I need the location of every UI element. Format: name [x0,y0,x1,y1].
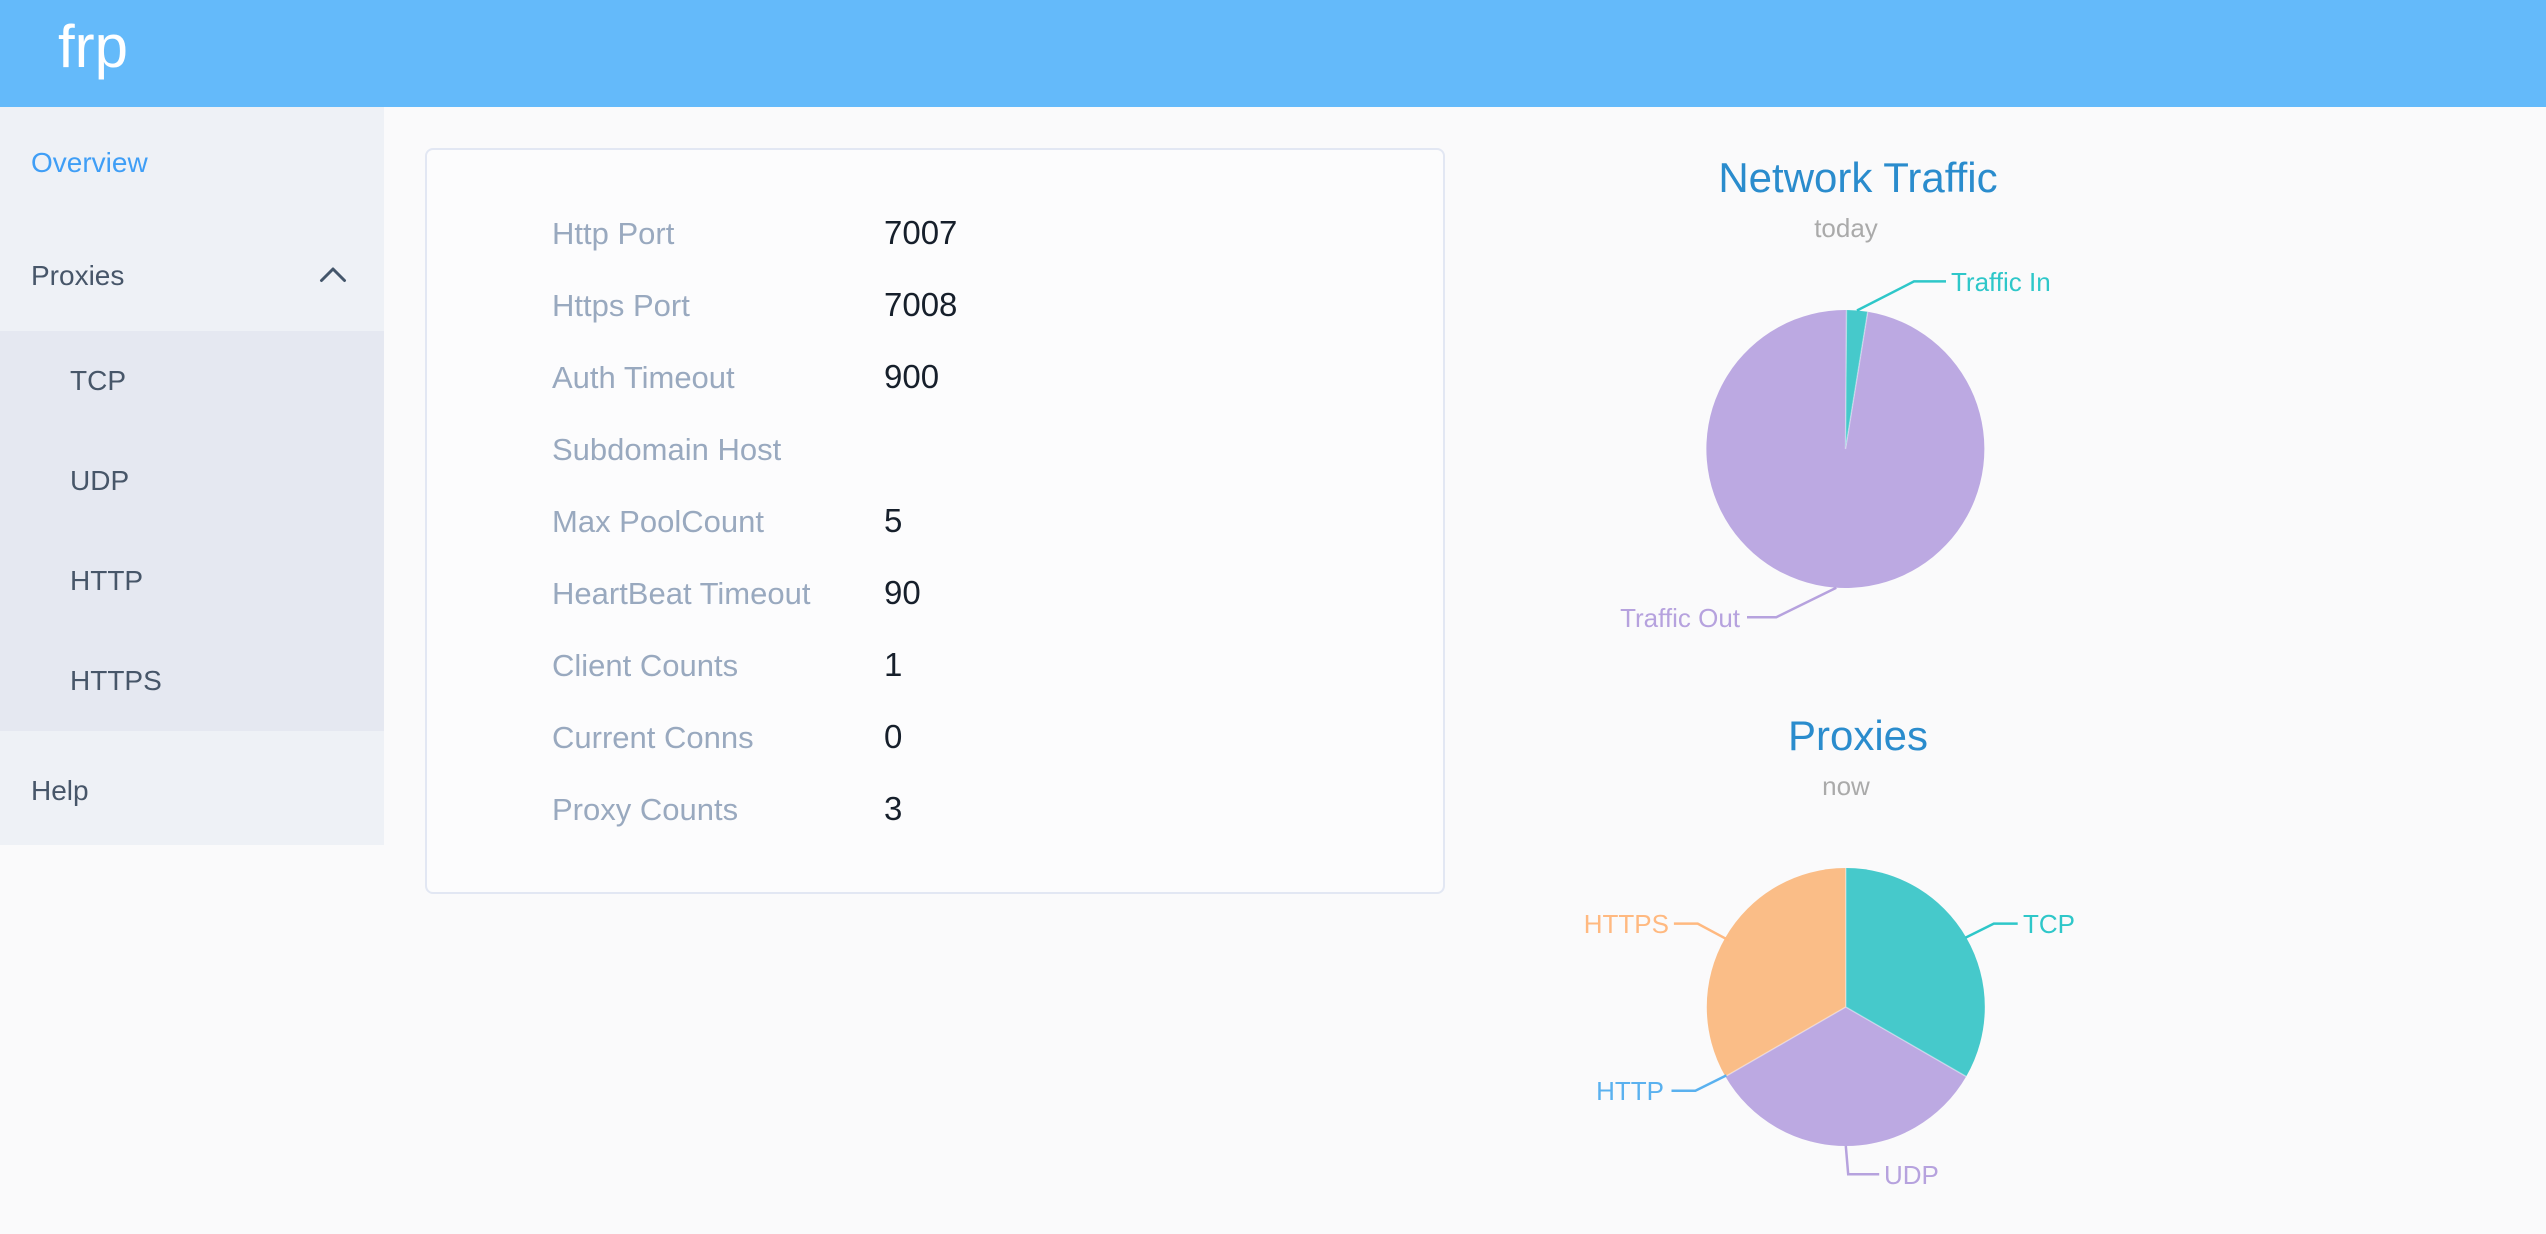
svg-text:Proxies: Proxies [1788,712,1928,759]
svg-text:Network Traffic: Network Traffic [1718,154,1997,201]
svg-text:today: today [1814,213,1878,243]
svg-text:TCP: TCP [2023,909,2075,939]
svg-text:Traffic Out: Traffic Out [1620,603,1741,633]
svg-text:HTTP: HTTP [1596,1076,1664,1106]
svg-text:Traffic In: Traffic In [1951,267,2051,297]
svg-text:now: now [1822,771,1870,801]
svg-text:HTTPS: HTTPS [1584,909,1669,939]
svg-text:UDP: UDP [1884,1160,1939,1190]
